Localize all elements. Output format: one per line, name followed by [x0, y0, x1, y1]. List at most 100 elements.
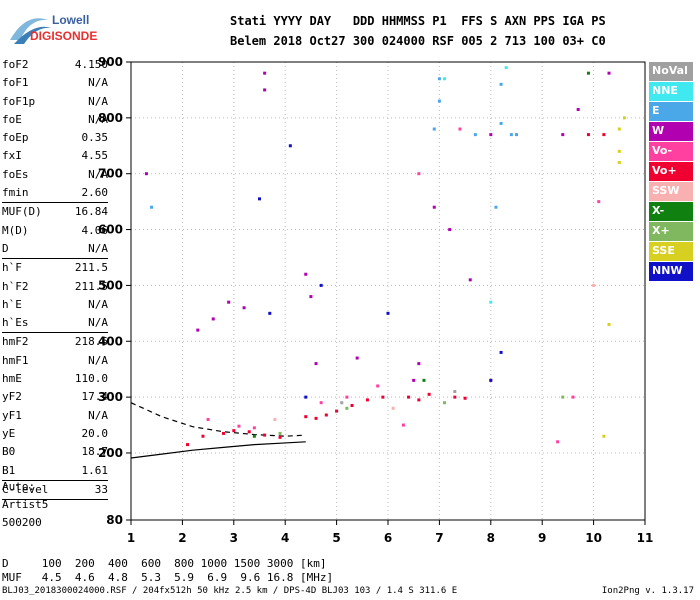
legend-item: SSE: [649, 242, 693, 261]
param-key: B0: [2, 445, 16, 459]
echo-point: [340, 401, 344, 405]
x-tick-label: 5: [332, 531, 340, 545]
echo-point: [258, 197, 261, 201]
param-row: yF2 17.4: [2, 388, 108, 406]
logo-line1: Lowell: [52, 13, 89, 27]
echo-point: [278, 431, 282, 435]
param-key: h`F2: [2, 279, 29, 293]
echo-point: [592, 283, 596, 287]
echo-point: [309, 295, 313, 299]
param-key: fmin: [2, 186, 29, 200]
param-value: N/A: [88, 241, 108, 255]
param-row: fxI 4.55: [2, 147, 108, 165]
param-row: yF1 N/A: [2, 407, 108, 425]
echo-point: [355, 356, 359, 360]
echo-point: [350, 404, 354, 407]
param-row: foEs N/A: [2, 166, 108, 184]
param-key: MUF(D): [2, 205, 42, 219]
param-row: foF1 N/A: [2, 74, 108, 92]
echo-point: [252, 426, 256, 430]
echo-point: [252, 434, 256, 438]
echo-point: [468, 278, 472, 282]
echo-point: [489, 300, 493, 304]
param-value: 211.5: [74, 279, 108, 293]
echo-point: [263, 71, 267, 75]
param-row: h`F2 211.5: [2, 278, 108, 296]
x-tick-label: 6: [384, 531, 392, 545]
y-tick-label: 200: [98, 446, 123, 460]
param-value: 4.55: [81, 149, 109, 163]
param-row: foF1p N/A: [2, 93, 108, 111]
echo-point: [448, 228, 452, 232]
echo-point: [391, 406, 395, 410]
echo-point: [443, 401, 447, 405]
echo-point: [617, 161, 621, 165]
param-key: foF1p: [2, 94, 36, 108]
param-value: 218.6: [74, 335, 108, 349]
echo-point: [453, 395, 457, 399]
echo-point: [319, 283, 323, 287]
echo-point: [556, 440, 560, 444]
header-values: Belem 2018 Oct27 300 024000 RSF 005 2 71…: [230, 34, 606, 48]
echo-point: [242, 306, 246, 310]
y-tick-label: 400: [98, 334, 123, 348]
param-key: hmF2: [2, 335, 29, 349]
param-key: C-level: [2, 482, 49, 496]
x-tick-label: 8: [487, 531, 495, 545]
param-row: MUF(D) 16.84: [2, 203, 108, 221]
x-tick-label: 9: [538, 531, 546, 545]
param-key: D: [2, 241, 9, 255]
param-key: B1: [2, 463, 16, 477]
x-tick-label: 11: [637, 531, 654, 545]
echo-point: [437, 99, 441, 103]
echo-point: [504, 66, 508, 70]
echo-point: [381, 395, 385, 399]
param-row: foEp 0.35: [2, 129, 108, 147]
param-row: foF2 4.150: [2, 56, 108, 74]
x-tick-label: 4: [281, 531, 289, 545]
x-tick-label: 1: [127, 531, 135, 545]
y-tick-label: 700: [98, 167, 123, 181]
echo-point: [437, 77, 441, 81]
file-credit: BLJ03_2018300024000.RSF / 204fx512h 50 k…: [2, 586, 458, 596]
artist-code: 500200: [2, 516, 42, 529]
true-height-profile: [130, 441, 306, 459]
distance-row: D 100 200 400 600 800 1000 1500 3000 [km…: [2, 557, 327, 570]
y-tick-label: 500: [98, 278, 123, 292]
echo-point: [427, 392, 431, 396]
param-row: B1 1.61: [2, 462, 108, 480]
parameters-panel: foF2 4.150 foF1 N/A foF1p N/A foE N/A foEp 0.35 fx…: [2, 56, 109, 501]
y-tick-label: 80: [106, 513, 123, 527]
legend-item: NNE: [649, 82, 693, 101]
echo-point: [607, 71, 611, 75]
legend-item: Vo-: [649, 142, 693, 161]
echo-point: [417, 398, 421, 402]
echo-point: [263, 88, 267, 92]
echo-point: [304, 415, 308, 419]
param-row: hmF2 218.6: [2, 333, 108, 351]
param-row: h`F 211.5: [2, 259, 108, 277]
param-value: 2.60: [81, 186, 109, 200]
echo-point: [345, 395, 349, 399]
echo-point: [186, 443, 190, 447]
echo-point: [247, 430, 251, 434]
param-key: yF2: [2, 390, 22, 404]
y-tick-label: 900: [98, 55, 123, 69]
echo-point: [273, 417, 277, 421]
legend-item: SSW: [649, 182, 693, 201]
autoscaling-info: Auto: Artist5 500200: [2, 478, 48, 532]
echo-point: [386, 311, 390, 315]
echo-point: [607, 323, 611, 327]
echo-point: [586, 133, 590, 137]
legend-item: W: [649, 122, 693, 141]
echo-point: [443, 77, 447, 81]
x-tick-label: 10: [585, 531, 602, 545]
param-key: fxI: [2, 149, 22, 163]
echo-point: [345, 406, 349, 410]
echo-point: [489, 133, 493, 137]
echo-point: [561, 395, 565, 399]
param-key: M(D): [2, 223, 29, 237]
param-key: h`F: [2, 261, 22, 275]
echo-point: [617, 127, 621, 131]
echo-point: [150, 205, 154, 209]
